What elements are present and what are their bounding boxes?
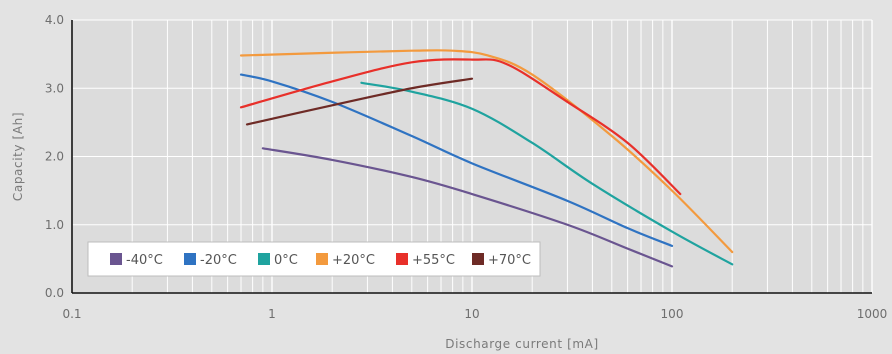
legend-label: -20°C <box>200 253 237 268</box>
legend-swatch <box>396 253 408 265</box>
series-line-3 <box>239 49 734 254</box>
legend-swatch <box>258 253 270 265</box>
x-tick-label: 100 <box>661 307 684 321</box>
series-line-5 <box>245 77 474 126</box>
series-line-0 <box>261 147 674 268</box>
legend-label: +70°C <box>488 253 531 268</box>
x-tick-label: 1 <box>268 307 276 321</box>
x-axis-title: Discharge current [mA] <box>445 337 599 351</box>
series-line-2 <box>360 81 734 266</box>
x-tick-label: 1000 <box>857 307 888 321</box>
legend-label: -40°C <box>126 253 163 268</box>
legend-swatch <box>184 253 196 265</box>
y-tick-label: 2.0 <box>45 150 64 164</box>
y-tick-label: 0.0 <box>45 286 64 300</box>
x-tick-label: 10 <box>464 307 479 321</box>
legend-label: +20°C <box>332 253 375 268</box>
legend-swatch <box>472 253 484 265</box>
axes: 0.0 1.0 2.0 3.0 4.0 0.1 1 10 100 1000 <box>45 13 887 321</box>
y-tick-label: 3.0 <box>45 81 64 95</box>
y-tick-label: 1.0 <box>45 218 64 232</box>
series-line-4 <box>239 58 682 196</box>
x-tick-label: 0.1 <box>62 307 81 321</box>
legend-swatch <box>316 253 328 265</box>
legend-swatch <box>110 253 122 265</box>
legend-label: 0°C <box>274 253 298 268</box>
y-tick-label: 4.0 <box>45 13 64 27</box>
legend-box <box>87 241 541 277</box>
series-line-1 <box>239 73 674 248</box>
series-lines <box>239 49 734 268</box>
legend-label: +55°C <box>412 253 455 268</box>
y-axis-title: Capacity [Ah] <box>11 112 25 201</box>
legend: -40°C -20°C 0°C +20°C +55°C +70°C <box>87 241 541 277</box>
